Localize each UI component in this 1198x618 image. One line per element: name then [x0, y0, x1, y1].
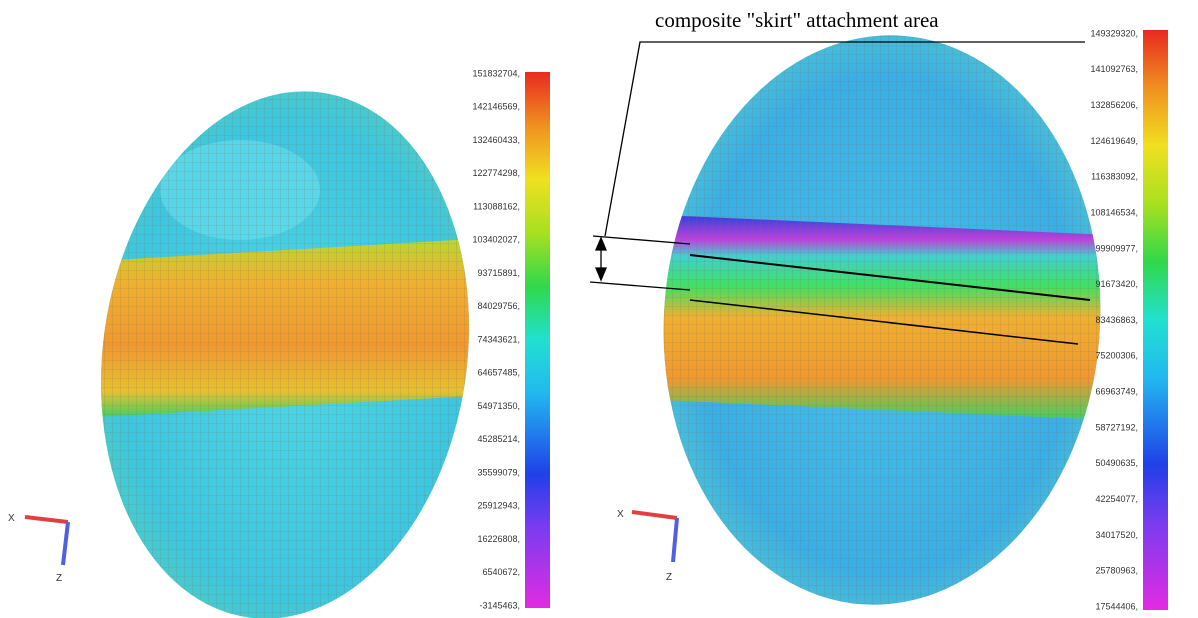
scale-label: 45285214, [477, 434, 520, 444]
scale-label: 17544406, [1095, 601, 1138, 611]
scale-label: 108146534, [1090, 207, 1138, 217]
right-model [660, 30, 1110, 618]
left-model [80, 80, 490, 618]
scale-label: 58727192, [1095, 422, 1138, 432]
figure: composite "skirt" attachment area X Z X … [0, 0, 1198, 618]
scale-label: 54971350, [477, 401, 520, 411]
scale-label: 35599079, [477, 467, 520, 477]
scale-label: 74343621, [477, 334, 520, 344]
scale-label: 151832704, [472, 68, 520, 78]
scale-label: 25780963, [1095, 566, 1138, 576]
scale-label: -3145463, [479, 600, 520, 610]
scale-label: 66963749, [1095, 387, 1138, 397]
scale-label: 75200306, [1095, 351, 1138, 361]
scale-label: 132856206, [1090, 100, 1138, 110]
scale-label: 84029756, [477, 301, 520, 311]
scale-label: 122774298, [472, 168, 520, 178]
scale-label: 83436863, [1095, 315, 1138, 325]
axis-label: Z [666, 572, 672, 583]
scale-label: 142146569, [472, 102, 520, 112]
scale-label: 116383092, [1091, 172, 1138, 182]
scale-label: 113088162, [473, 201, 520, 211]
scale-label: 34017520, [1095, 530, 1138, 540]
scale-label: 50490635, [1095, 458, 1138, 468]
scale-label: 141092763, [1090, 64, 1138, 74]
color-bar [1143, 30, 1168, 610]
scale-label: 132460433, [472, 135, 520, 145]
color-bar [525, 72, 550, 608]
scale-label: 64657485, [477, 368, 520, 378]
scale-label: 103402027, [472, 235, 520, 245]
scale-label: 6540672, [482, 567, 520, 577]
scale-label: 91673420, [1095, 279, 1138, 289]
annotation: composite "skirt" attachment area [655, 8, 939, 32]
scale-label: 93715891, [477, 268, 520, 278]
scale-label: 149329320, [1090, 28, 1138, 38]
axis-label: Z [56, 573, 62, 584]
scale-label: 124619649, [1090, 136, 1138, 146]
axis-label: X [617, 509, 624, 520]
scale-label: 25912943, [477, 501, 520, 511]
axis-label: X [8, 513, 15, 524]
scale-label: 16226808, [477, 534, 520, 544]
scale-label: 99909977, [1095, 243, 1138, 253]
scale-label: 42254077, [1095, 494, 1138, 504]
